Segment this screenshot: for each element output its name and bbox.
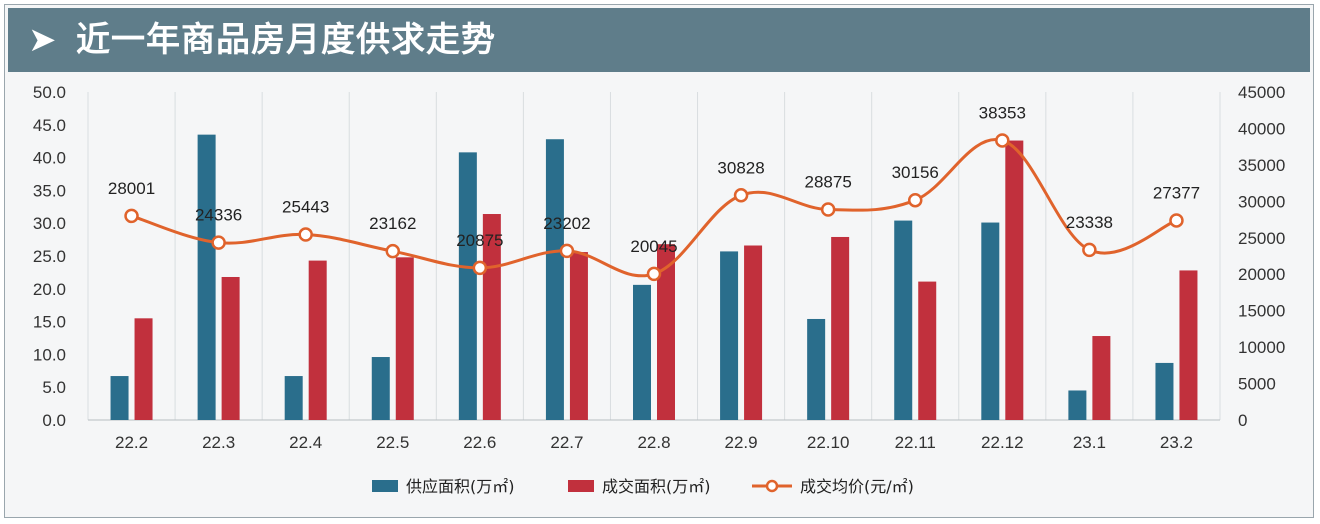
- transaction-bar: [308, 260, 327, 420]
- supply-bar: [807, 318, 826, 420]
- price-point: [211, 235, 226, 250]
- x-tick-label: 22.2: [115, 433, 148, 452]
- price-data-label: 20045: [630, 237, 677, 256]
- price-data-label: 24336: [195, 206, 242, 225]
- supply-bar: [284, 376, 303, 420]
- price-point: [995, 133, 1010, 148]
- price-point: [298, 227, 313, 242]
- price-data-label: 25443: [282, 198, 329, 217]
- y-right-tick-label: 0: [1238, 411, 1247, 430]
- price-point: [559, 243, 575, 259]
- x-tick-label: 22.9: [725, 433, 758, 452]
- x-tick-label: 22.4: [289, 433, 322, 452]
- y-right-tick-label: 10000: [1238, 338, 1285, 357]
- legend-supply-swatch: [372, 480, 398, 492]
- supply-bar: [1068, 390, 1087, 420]
- price-point: [1169, 213, 1184, 228]
- transaction-bar: [395, 257, 414, 420]
- y-left-tick-label: 5.0: [42, 378, 66, 397]
- supply-bar: [371, 357, 390, 420]
- price-data-label: 30828: [717, 158, 764, 177]
- price-data-label: 20875: [456, 231, 503, 250]
- y-left-tick-label: 20.0: [33, 280, 66, 299]
- chart-title: 近一年商品房月度供求走势: [76, 20, 496, 60]
- y-right-tick-label: 30000: [1238, 192, 1285, 211]
- y-right-tick-label: 35000: [1238, 156, 1285, 175]
- legend-supply-label: 供应面积(万㎡): [406, 477, 515, 496]
- y-left-tick-label: 10.0: [33, 345, 66, 364]
- price-point: [124, 208, 139, 224]
- legend-price-label: 成交均价(元/㎡): [800, 477, 914, 496]
- price-data-label: 28875: [805, 173, 852, 192]
- transaction-bar: [221, 276, 240, 420]
- x-tick-label: 23.2: [1160, 433, 1193, 452]
- price-data-label: 30156: [892, 163, 939, 182]
- x-tick-label: 22.12: [981, 433, 1024, 452]
- transaction-bar: [657, 244, 675, 420]
- y-right-tick-label: 45000: [1238, 83, 1285, 102]
- supply-bar: [720, 251, 739, 420]
- y-left-tick-label: 45.0: [33, 116, 66, 135]
- x-tick-label: 22.6: [463, 433, 496, 452]
- price-point: [385, 243, 401, 259]
- price-data-label: 23162: [369, 214, 416, 233]
- supply-bar: [633, 284, 651, 420]
- title-bar: ➤ 近一年商品房月度供求走势: [8, 8, 1310, 72]
- y-left-tick-label: 40.0: [33, 149, 66, 168]
- price-data-label: 28001: [108, 179, 155, 198]
- y-right-tick-label: 20000: [1238, 265, 1285, 284]
- y-right-tick-label: 5000: [1238, 375, 1276, 394]
- transaction-bar: [744, 245, 763, 420]
- chevron-right-icon: ➤: [28, 20, 57, 60]
- transaction-bar: [831, 236, 850, 420]
- price-data-label: 23338: [1066, 213, 1113, 232]
- transaction-bar: [1179, 270, 1198, 420]
- x-tick-label: 22.7: [550, 433, 583, 452]
- transaction-bar: [569, 252, 588, 420]
- y-right-tick-label: 40000: [1238, 119, 1285, 138]
- price-data-label: 23202: [543, 214, 590, 233]
- supply-bar: [981, 222, 1000, 420]
- transaction-bar: [918, 281, 937, 420]
- supply-bar: [545, 139, 564, 420]
- y-left-tick-label: 0.0: [42, 411, 66, 430]
- price-point: [472, 260, 488, 276]
- y-left-tick-label: 35.0: [33, 181, 66, 200]
- transaction-bar: [1005, 140, 1024, 420]
- y-right-tick-label: 25000: [1238, 229, 1285, 248]
- x-tick-label: 22.8: [637, 433, 670, 452]
- x-tick-label: 22.11: [895, 433, 936, 452]
- price-data-label: 38353: [979, 103, 1026, 122]
- y-left-tick-label: 15.0: [33, 313, 66, 332]
- price-data-label: 27377: [1153, 183, 1200, 202]
- y-left-tick-label: 50.0: [33, 83, 66, 102]
- legend-price-swatch-marker: [765, 479, 779, 493]
- x-tick-label: 23.1: [1073, 433, 1106, 452]
- y-right-tick-label: 15000: [1238, 302, 1285, 321]
- x-tick-label: 22.5: [376, 433, 409, 452]
- x-tick-label: 22.10: [807, 433, 850, 452]
- price-point: [646, 266, 662, 282]
- y-left-tick-label: 25.0: [33, 247, 66, 266]
- price-point: [820, 202, 836, 217]
- supply-bar: [458, 152, 477, 421]
- price-point: [1082, 242, 1097, 258]
- legend-transaction-swatch: [568, 480, 594, 492]
- supply-bar: [1155, 362, 1174, 420]
- supply-bar: [894, 220, 913, 420]
- price-point: [907, 192, 923, 208]
- x-tick-label: 22.3: [202, 433, 235, 452]
- legend-transaction-label: 成交面积(万㎡): [602, 477, 711, 496]
- transaction-bar: [134, 318, 153, 420]
- transaction-bar: [1092, 336, 1111, 420]
- price-point: [733, 188, 749, 203]
- supply-bar: [110, 376, 129, 420]
- supply-bar: [197, 134, 216, 420]
- y-left-tick-label: 30.0: [33, 214, 66, 233]
